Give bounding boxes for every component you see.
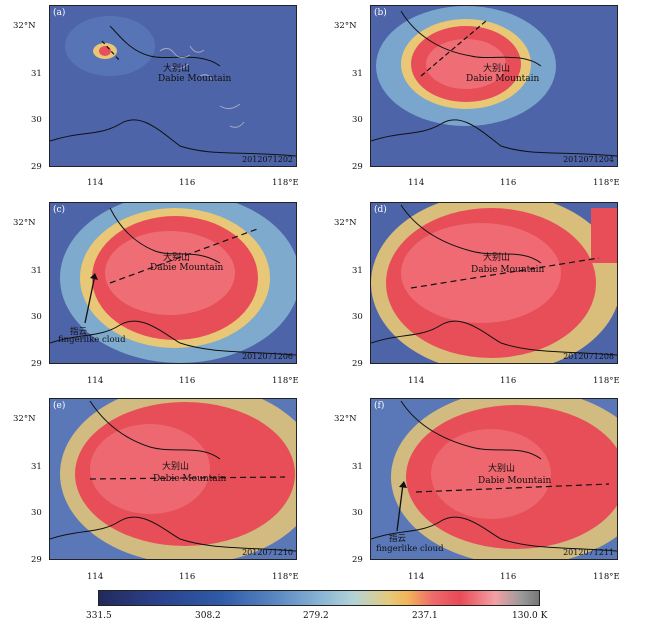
mountain-label-cn: 大别山	[162, 462, 190, 472]
ytick-32: 32°N	[334, 218, 357, 228]
timestamp: 2012071206	[242, 352, 293, 361]
xtick-116: 116	[500, 376, 517, 386]
xtick-114: 114	[87, 178, 104, 188]
satellite-image-a	[50, 6, 296, 166]
panel-e: (e) 大别山 Dabie Mountain 2012071210	[49, 398, 297, 560]
panel-label: (b)	[374, 8, 387, 18]
xtick-118: 118°E	[272, 178, 299, 188]
xtick-118: 118°E	[593, 572, 620, 582]
colorbar-tick: 279.2	[303, 611, 329, 621]
ytick-32: 32°N	[334, 414, 357, 424]
colorbar-tick: 308.2	[195, 611, 221, 621]
timestamp: 2012071202	[242, 155, 293, 164]
panel-d: (d) 大别山 Dabie Mountain 2012071208	[370, 202, 618, 364]
satellite-image-e	[50, 399, 296, 559]
xtick-118: 118°E	[272, 572, 299, 582]
panel-label: (a)	[53, 8, 66, 18]
mountain-label-cn: 大别山	[488, 464, 516, 474]
panel-label: (f)	[374, 401, 385, 411]
annotation-cn: 指云	[389, 534, 407, 544]
ytick-32: 32°N	[13, 21, 36, 31]
ytick-32: 32°N	[13, 218, 36, 228]
mountain-label-en: Dabie Mountain	[153, 474, 227, 484]
ytick-29: 29	[31, 555, 42, 565]
mountain-label-en: Dabie Mountain	[478, 476, 552, 486]
mountain-label-cn: 大别山	[483, 253, 511, 263]
mountain-label-en: Dabie Mountain	[471, 265, 545, 275]
panel-label: (c)	[53, 205, 66, 215]
mountain-label-en: Dabie Mountain	[466, 74, 540, 84]
ytick-31: 31	[352, 69, 363, 79]
mountain-label-cn: 大别山	[163, 64, 191, 74]
ytick-32: 32°N	[13, 414, 36, 424]
mountain-label-cn: 大别山	[483, 64, 511, 74]
mountain-label-en: Dabie Mountain	[158, 74, 232, 84]
xtick-114: 114	[87, 572, 104, 582]
ytick-30: 30	[352, 508, 363, 518]
colorbar-tick: 130.0 K	[512, 611, 548, 621]
timestamp: 2012071208	[563, 352, 614, 361]
ytick-31: 31	[352, 266, 363, 276]
timestamp: 2012071211	[563, 548, 614, 557]
ytick-29: 29	[352, 359, 363, 369]
annotation-en: fingerlike cloud	[58, 335, 126, 345]
annotation-en: fingerlike cloud	[376, 544, 444, 554]
panel-f: (f) 大别山 Dabie Mountain 指云 fingerlike clo…	[370, 398, 618, 560]
ytick-30: 30	[31, 115, 42, 125]
mountain-label-cn: 大别山	[163, 253, 191, 263]
ytick-29: 29	[31, 162, 42, 172]
xtick-118: 118°E	[593, 376, 620, 386]
xtick-116: 116	[179, 178, 196, 188]
ytick-30: 30	[352, 312, 363, 322]
panel-b: (b) 大别山 Dabie Mountain 2012071204	[370, 5, 618, 167]
ytick-32: 32°N	[334, 21, 357, 31]
ytick-30: 30	[31, 312, 42, 322]
ytick-31: 31	[31, 462, 42, 472]
colorbar-tick: 237.1	[412, 611, 438, 621]
ytick-30: 30	[31, 508, 42, 518]
ytick-31: 31	[352, 462, 363, 472]
ytick-29: 29	[31, 359, 42, 369]
xtick-114: 114	[408, 376, 425, 386]
annotation-cn: 指云	[70, 327, 88, 337]
ytick-30: 30	[352, 115, 363, 125]
ytick-29: 29	[352, 555, 363, 565]
satellite-image-c	[50, 203, 296, 363]
mountain-label-en: Dabie Mountain	[150, 263, 224, 273]
xtick-118: 118°E	[593, 178, 620, 188]
xtick-116: 116	[500, 178, 517, 188]
xtick-116: 116	[179, 376, 196, 386]
xtick-114: 114	[87, 376, 104, 386]
colorbar	[98, 590, 540, 606]
panel-label: (e)	[53, 401, 66, 411]
satellite-image-d	[371, 203, 617, 363]
panel-c: (c) 大别山 Dabie Mountain 指云 fingerlike clo…	[49, 202, 297, 364]
xtick-116: 116	[500, 572, 517, 582]
xtick-118: 118°E	[272, 376, 299, 386]
xtick-114: 114	[408, 572, 425, 582]
xtick-114: 114	[408, 178, 425, 188]
xtick-116: 116	[179, 572, 196, 582]
timestamp: 2012071210	[242, 548, 293, 557]
ytick-29: 29	[352, 162, 363, 172]
timestamp: 2012071204	[563, 155, 614, 164]
panel-a: (a) 大别山 Dabie Mountain 2012071202	[49, 5, 297, 167]
ytick-31: 31	[31, 266, 42, 276]
ytick-31: 31	[31, 69, 42, 79]
satellite-image-b	[371, 6, 617, 166]
satellite-image-f	[371, 399, 617, 559]
panel-label: (d)	[374, 205, 387, 215]
colorbar-tick: 331.5	[86, 611, 112, 621]
